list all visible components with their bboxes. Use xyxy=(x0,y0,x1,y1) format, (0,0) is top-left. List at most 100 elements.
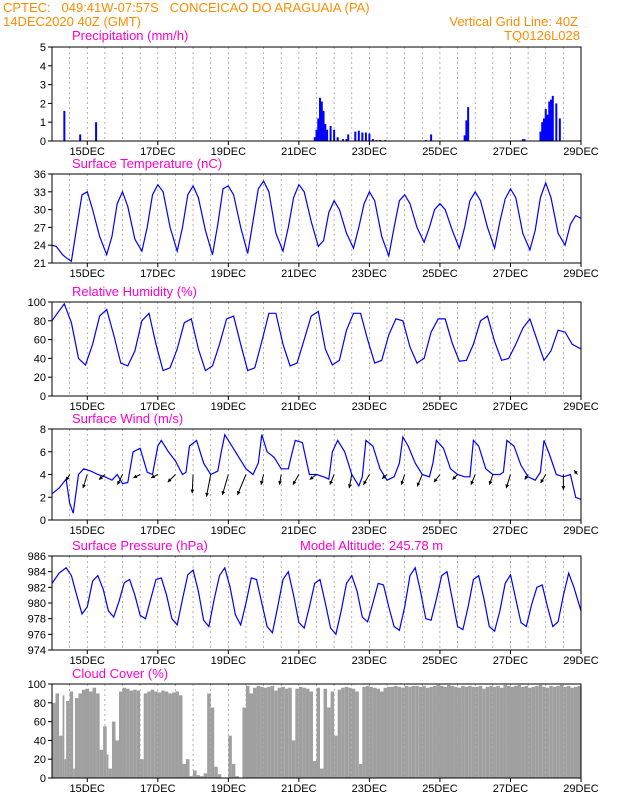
wind-arrow-head xyxy=(400,480,405,485)
wind-arrow-head xyxy=(416,482,421,487)
cloud-cover-bar xyxy=(103,726,107,778)
precip-bar xyxy=(315,129,318,141)
cloud-cover-bar xyxy=(242,707,246,778)
y-tick-label: 0 xyxy=(40,136,46,148)
cloud-cover-bar xyxy=(288,687,292,778)
wind-arrow-head xyxy=(66,476,70,481)
wind-arrow-head xyxy=(221,491,226,495)
cloud-cover-bar xyxy=(78,693,82,778)
wind-arrow-head xyxy=(434,478,438,483)
wind-arrow-head xyxy=(205,492,209,497)
cloud-cover-bar xyxy=(260,686,264,778)
cloud-cover-bar xyxy=(341,687,345,778)
precip-bar xyxy=(357,130,360,141)
wind-arrow-head xyxy=(278,480,282,485)
x-tick-label: 17DEC xyxy=(140,268,176,280)
cloud-cover-bar xyxy=(401,687,405,778)
cloud-cover-bar xyxy=(542,686,546,778)
x-tick-label: 19DEC xyxy=(211,268,247,280)
cloud-cover-bar xyxy=(517,684,522,778)
x-tick-label: 15DEC xyxy=(70,146,106,158)
x-tick-label: 15DEC xyxy=(70,783,106,795)
precip-bar xyxy=(319,97,322,141)
y-tick-label: 0 xyxy=(40,391,46,403)
cloud-cover-bar xyxy=(154,691,158,778)
y-tick-label: 20 xyxy=(34,372,46,384)
header-date-line: 14DEC2020 40Z (GMT) xyxy=(3,14,141,29)
y-tick-label: 36 xyxy=(34,169,46,181)
x-tick-label: 25DEC xyxy=(422,655,458,667)
y-tick-label: 27 xyxy=(34,222,46,234)
panel-title: Surface Pressure (hPa) xyxy=(72,538,208,553)
precip-bar xyxy=(523,139,526,141)
x-tick-label: 25DEC xyxy=(422,783,458,795)
x-tick-label: 27DEC xyxy=(493,146,529,158)
y-tick-label: 30 xyxy=(34,205,46,217)
panel-title: Surface Wind (m/s) xyxy=(72,411,183,426)
x-tick-label: 15DEC xyxy=(70,268,106,280)
panel-3: Relative Humidity (%) 0 20 40 60 80 100 15DEC 17… xyxy=(28,284,599,413)
y-tick-label: 976 xyxy=(28,629,46,641)
x-tick-label: 27DEC xyxy=(493,783,529,795)
cloud-cover-bar xyxy=(439,685,444,778)
y-tick-label: 33 xyxy=(34,187,46,199)
x-tick-label: 21DEC xyxy=(281,783,317,795)
cloud-cover-bar xyxy=(390,686,395,778)
y-tick-label: 2 xyxy=(40,98,46,110)
cloud-cover-bar xyxy=(267,686,271,778)
wind-arrow-head xyxy=(488,480,493,485)
cloud-cover-bar xyxy=(73,768,75,778)
cloud-cover-bar xyxy=(422,685,426,778)
precip-bar xyxy=(546,114,549,141)
x-tick-label: 15DEC xyxy=(70,655,106,667)
cloud-cover-bar xyxy=(302,687,306,778)
cloud-cover-bar xyxy=(295,688,299,778)
wind-arrow-head xyxy=(561,486,566,490)
cloud-cover-bar xyxy=(394,685,398,778)
cloud-cover-bar xyxy=(182,763,187,778)
wind-arrow-head xyxy=(292,480,297,485)
wind-arrow-head xyxy=(99,475,103,480)
wind-arrow-head xyxy=(133,474,138,478)
header-grid-line: Vertical Grid Line: 40Z xyxy=(449,14,578,29)
cloud-cover-bar xyxy=(344,686,349,778)
x-tick-label: 29DEC xyxy=(563,783,599,795)
cloud-cover-bar xyxy=(133,689,137,778)
precip-bar xyxy=(550,99,553,141)
y-tick-label: 978 xyxy=(28,614,46,626)
cloud-cover-bar xyxy=(436,684,440,778)
cloud-cover-bar xyxy=(164,691,169,778)
precip-bar xyxy=(79,134,82,141)
cloud-cover-bar xyxy=(369,686,373,778)
cloud-cover-bar xyxy=(249,693,254,778)
y-tick-label: 4 xyxy=(40,470,46,482)
cloud-cover-bar xyxy=(383,687,388,778)
cloud-cover-bar xyxy=(99,749,104,778)
wind-arrow-head xyxy=(470,480,475,485)
cloud-cover-bar xyxy=(175,691,179,778)
cloud-cover-bar xyxy=(196,775,201,778)
precip-bar xyxy=(320,101,323,141)
cloud-cover-bar xyxy=(66,700,70,778)
cloud-cover-bar xyxy=(320,768,324,778)
cloud-cover-bar xyxy=(171,692,176,778)
y-tick-label: 21 xyxy=(34,258,46,270)
x-tick-label: 21DEC xyxy=(281,401,317,413)
precip-bar xyxy=(548,101,551,141)
series-line xyxy=(51,302,582,372)
cloud-cover-bar xyxy=(92,687,97,778)
panel-frame xyxy=(51,301,582,397)
cloud-cover-bar xyxy=(253,687,257,778)
y-tick-label: 24 xyxy=(34,240,46,252)
header-model-id: TQ0126L028 xyxy=(504,28,580,43)
series-line xyxy=(51,433,582,514)
precip-bar xyxy=(341,139,344,141)
cloud-cover-bar xyxy=(281,686,285,778)
cloud-cover-bar xyxy=(203,773,208,778)
y-tick-label: 984 xyxy=(28,567,46,579)
panel-frame xyxy=(51,683,582,779)
cloud-cover-bar xyxy=(64,759,67,778)
cloud-cover-bar xyxy=(510,686,514,778)
cloud-cover-bar xyxy=(228,735,232,778)
cloud-cover-bar xyxy=(217,774,222,778)
